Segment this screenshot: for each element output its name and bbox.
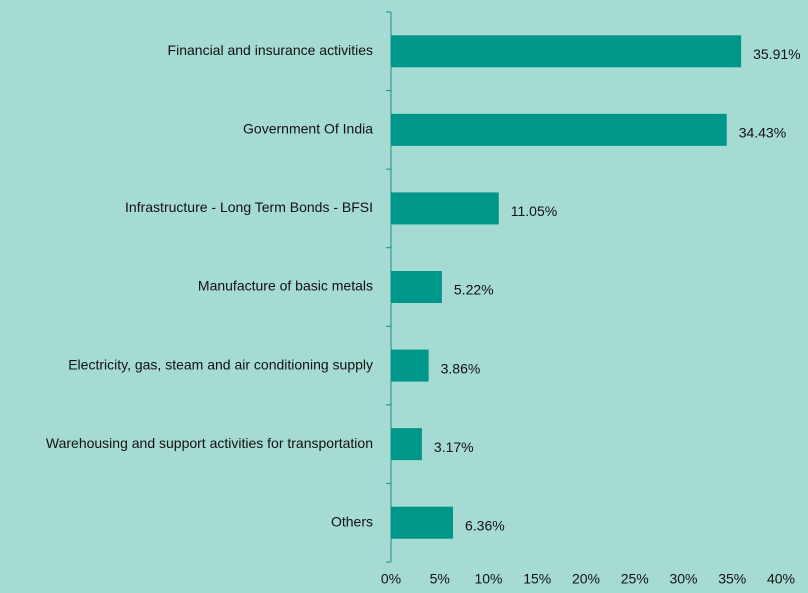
- category-label: Manufacture of basic metals: [198, 278, 373, 294]
- x-tick-label: 40%: [767, 571, 795, 587]
- bar: [391, 349, 429, 382]
- category-label: Financial and insurance activities: [168, 42, 373, 58]
- bar: [391, 271, 442, 303]
- bar: [391, 428, 422, 461]
- value-label: 11.05%: [511, 203, 557, 219]
- value-label: 3.86%: [441, 360, 481, 376]
- x-tick-label: 5%: [430, 571, 450, 587]
- category-label: Others: [331, 513, 373, 529]
- category-label: Electricity, gas, steam and air conditio…: [68, 356, 373, 372]
- category-label: Infrastructure - Long Term Bonds - BFSI: [125, 199, 373, 215]
- bar: [391, 35, 742, 68]
- x-tick-label: 30%: [669, 571, 697, 587]
- category-label: Government Of India: [243, 121, 373, 137]
- value-label: 5.22%: [454, 282, 494, 298]
- x-tick-label: 15%: [523, 571, 551, 587]
- bar: [391, 192, 499, 225]
- x-tick-label: 35%: [718, 571, 746, 587]
- x-tick-label: 0%: [381, 571, 401, 587]
- x-tick-label: 25%: [621, 571, 649, 587]
- value-label: 3.17%: [434, 439, 474, 455]
- bar: [391, 113, 727, 146]
- value-label: 35.91%: [753, 46, 800, 62]
- value-label: 34.43%: [739, 125, 786, 141]
- category-label: Warehousing and support activities for t…: [46, 435, 373, 451]
- value-label: 6.36%: [465, 517, 505, 533]
- bar: [391, 506, 454, 539]
- x-tick-label: 10%: [474, 571, 502, 587]
- x-tick-label: 20%: [572, 571, 600, 587]
